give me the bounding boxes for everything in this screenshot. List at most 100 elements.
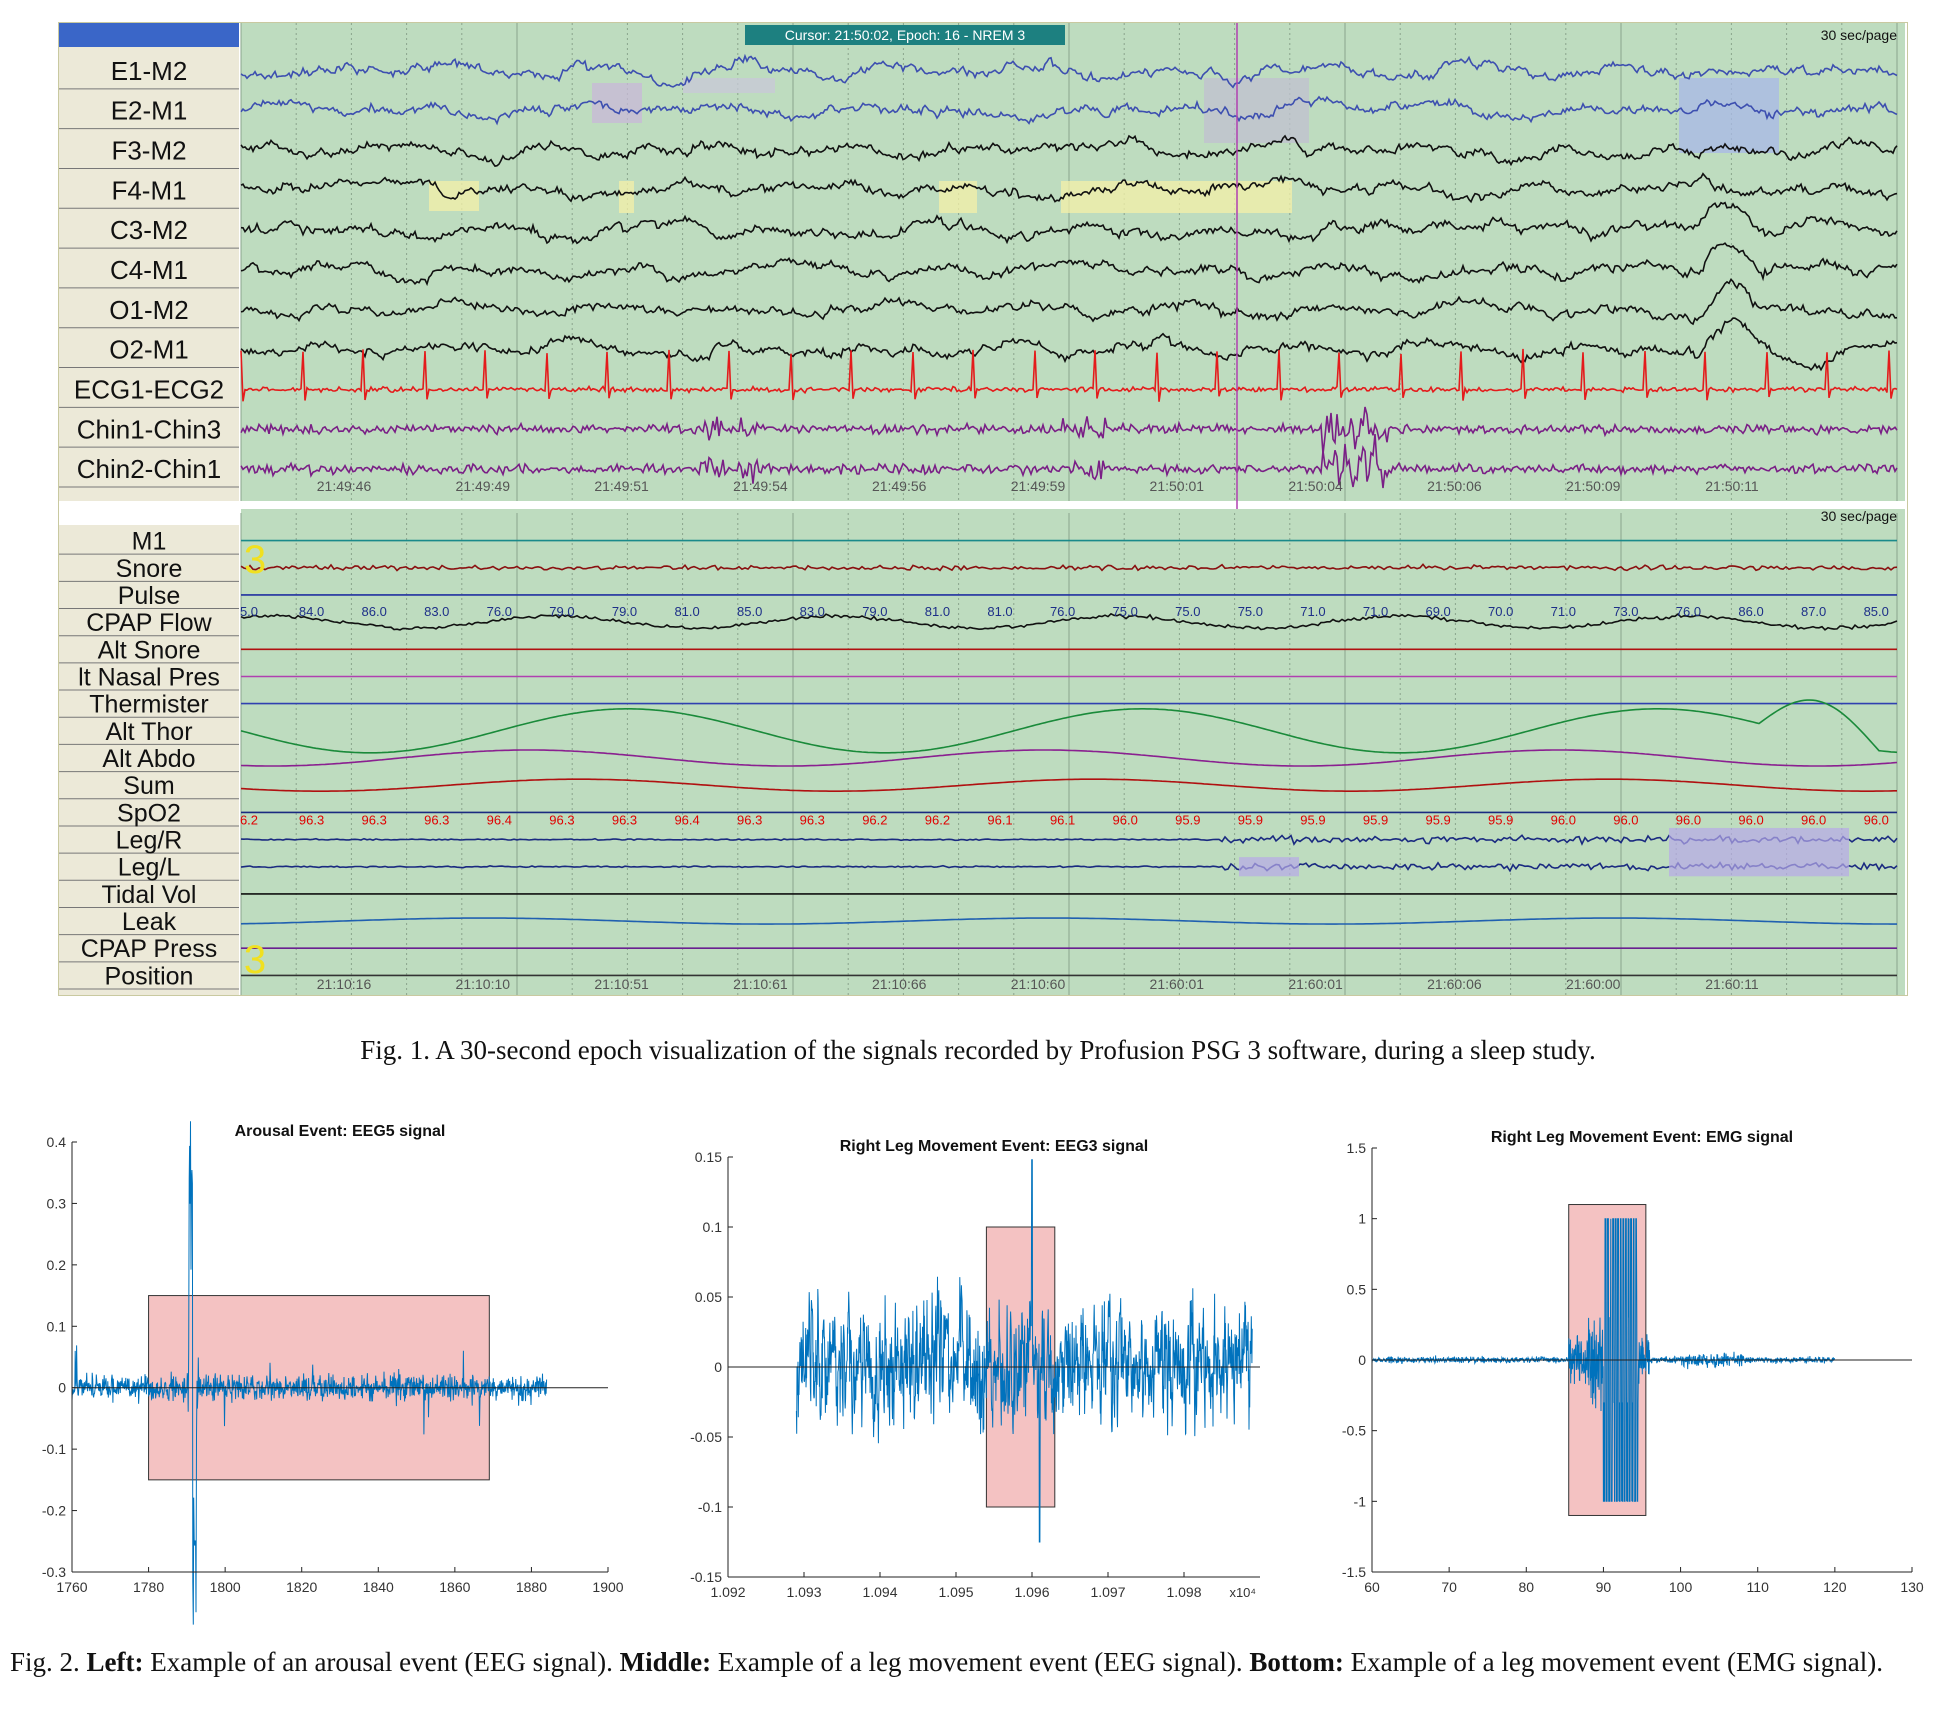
chart-title: Right Leg Movement Event: EMG signal — [1491, 1129, 1793, 1146]
spo2-value: 95.9 — [1488, 812, 1513, 827]
top-time-label: 21:49:54 — [733, 478, 788, 494]
spo2-value: 95.9 — [1238, 812, 1263, 827]
caption2-prefix: Fig. 2. — [10, 1647, 87, 1677]
pulse-value: 76.0 — [1676, 604, 1701, 619]
event-highlight-2 — [1204, 78, 1309, 143]
bottom-time-label: 21:60:00 — [1566, 976, 1621, 992]
channel-label-chin2-chin1: Chin2-Chin1 — [77, 454, 222, 484]
top-time-label: 21:49:46 — [317, 478, 372, 494]
spo2-value: 95.9 — [1363, 812, 1388, 827]
x-tick-label: 1.096 — [1014, 1584, 1049, 1600]
bottom-time-label: 21:60:01 — [1150, 976, 1205, 992]
y-tick-label: 0 — [714, 1359, 722, 1375]
header-bar — [59, 23, 239, 47]
top-time-label: 21:50:01 — [1150, 478, 1205, 494]
pulse-value: 71.0 — [1551, 604, 1576, 619]
x-tick-label: 1880 — [516, 1579, 547, 1595]
waveform-f3-m2 — [240, 134, 1898, 167]
top-time-label: 21:49:56 — [872, 478, 927, 494]
trace-leg-r — [240, 834, 1898, 846]
signal-trace — [795, 1159, 1253, 1543]
y-tick-label: -0.1 — [42, 1441, 66, 1457]
bottom-time-label: 21:10:66 — [872, 976, 927, 992]
y-tick-label: -0.05 — [690, 1429, 722, 1445]
trace-leak — [240, 917, 1897, 925]
figure-2-caption: Fig. 2. Left: Example of an arousal even… — [10, 1645, 1946, 1679]
y-tick-label: 0.2 — [47, 1257, 67, 1273]
y-tick-label: -1 — [1354, 1493, 1367, 1509]
spo2-value: 96.0 — [1676, 812, 1701, 827]
spo2-value: 96.3 — [299, 812, 324, 827]
cursor-label: Cursor: 21:50:02, Epoch: 16 - NREM 3 — [785, 27, 1026, 43]
top-time-label: 21:50:04 — [1288, 478, 1343, 494]
bottom-panel-background — [241, 509, 1905, 995]
rate-label-top: 30 sec/page — [1821, 27, 1897, 43]
spo2-value: 96.4 — [674, 812, 699, 827]
waveform-chin1-chin3 — [240, 406, 1898, 455]
x-tick-label: 1840 — [363, 1579, 394, 1595]
channel-label-o2-m1: O2-M1 — [109, 335, 188, 365]
arousal-eeg5-chart: Arousal Event: EEG5 signal -0.3 -0.2 -0.1 0 0… — [20, 1118, 624, 1625]
pulse-value: 76.0 — [1050, 604, 1075, 619]
waveform-chin2-chin1 — [240, 434, 1898, 489]
pulse-value: 75.0 — [1113, 604, 1138, 619]
pulse-value: 70.0 — [1488, 604, 1513, 619]
leg-event-highlight — [1669, 827, 1849, 877]
pulse-value: 73.0 — [1613, 604, 1638, 619]
x-tick-label: 1760 — [56, 1579, 87, 1595]
x-tick-label: 1800 — [210, 1579, 241, 1595]
y-tick-label: 0.05 — [695, 1289, 722, 1305]
top-time-label: 21:50:06 — [1427, 478, 1482, 494]
channel-label-e2-m1: E2-M1 — [111, 96, 188, 126]
x-tick-label: 120 — [1823, 1579, 1847, 1595]
waveform-e2-m1 — [240, 95, 1898, 126]
spo2-value: 96.3 — [737, 812, 762, 827]
spo2-value: 96.3 — [612, 812, 637, 827]
top-panel-background — [241, 23, 1905, 501]
event-highlight-3 — [1679, 78, 1779, 153]
x-tick-label: 80 — [1518, 1579, 1534, 1595]
signal-trace — [1371, 1218, 1835, 1502]
spo2-value: 96.1 — [1050, 812, 1075, 827]
top-time-label: 21:49:59 — [1011, 478, 1066, 494]
spo2-value: 96.0 — [1113, 812, 1138, 827]
x-tick-label: 110 — [1747, 1579, 1770, 1595]
caption2-bottom-text: Example of a leg movement event (EMG sig… — [1343, 1647, 1883, 1677]
channel-label-c3-m2: C3-M2 — [110, 215, 188, 245]
pulse-value: 87.0 — [1801, 604, 1826, 619]
waveform-o1-m2 — [240, 278, 1898, 326]
pulse-value: 76.0 — [487, 604, 512, 619]
x-tick-label: 1.094 — [862, 1584, 897, 1600]
x-tick-label: 1900 — [592, 1579, 623, 1595]
channel-label-position: Position — [105, 962, 194, 990]
top-time-label: 21:50:11 — [1705, 478, 1759, 494]
x-tick-label: 90 — [1596, 1579, 1612, 1595]
spo2-value: 96.3 — [362, 812, 387, 827]
spo2-value: 6.2 — [240, 812, 258, 827]
chart-title: Right Leg Movement Event: EEG3 signal — [840, 1138, 1149, 1155]
trace-leg-l — [240, 861, 1898, 873]
spo2-value: 96.2 — [862, 812, 887, 827]
bottom-time-label: 21:60:11 — [1705, 976, 1759, 992]
bottom-time-label: 21:60:01 — [1288, 976, 1343, 992]
psg-epoch-figure: Cursor: 21:50:02, Epoch: 16 - NREM 3 30 s… — [58, 22, 1908, 996]
caption2-middle-text: Example of a leg movement event (EEG sig… — [711, 1647, 1250, 1677]
channel-label-leak: Leak — [122, 908, 177, 936]
pulse-value: 83.0 — [424, 604, 449, 619]
channel-label-alt-snore: Alt Snore — [98, 636, 201, 664]
pulse-value: 75.0 — [1238, 604, 1263, 619]
channel-label-cpap-press: CPAP Press — [81, 935, 218, 963]
y-tick-label: 0 — [1358, 1352, 1366, 1368]
y-tick-label: -1.5 — [1342, 1564, 1366, 1580]
pulse-value: 81.0 — [674, 604, 699, 619]
y-tick-label: 0.15 — [695, 1149, 722, 1165]
bottom-time-label: 21:10:16 — [317, 976, 372, 992]
pulse-value: 85.0 — [737, 604, 762, 619]
caption2-middle: Middle: — [619, 1647, 712, 1677]
waveform-c3-m2 — [240, 201, 1898, 245]
x-tick-label: 1860 — [439, 1579, 470, 1595]
channel-label-alt-abdo: Alt Abdo — [102, 745, 195, 773]
spo2-value: 96.3 — [800, 812, 825, 827]
spo2-value: 95.9 — [1425, 812, 1450, 827]
x-tick-label: 1.095 — [938, 1584, 973, 1600]
